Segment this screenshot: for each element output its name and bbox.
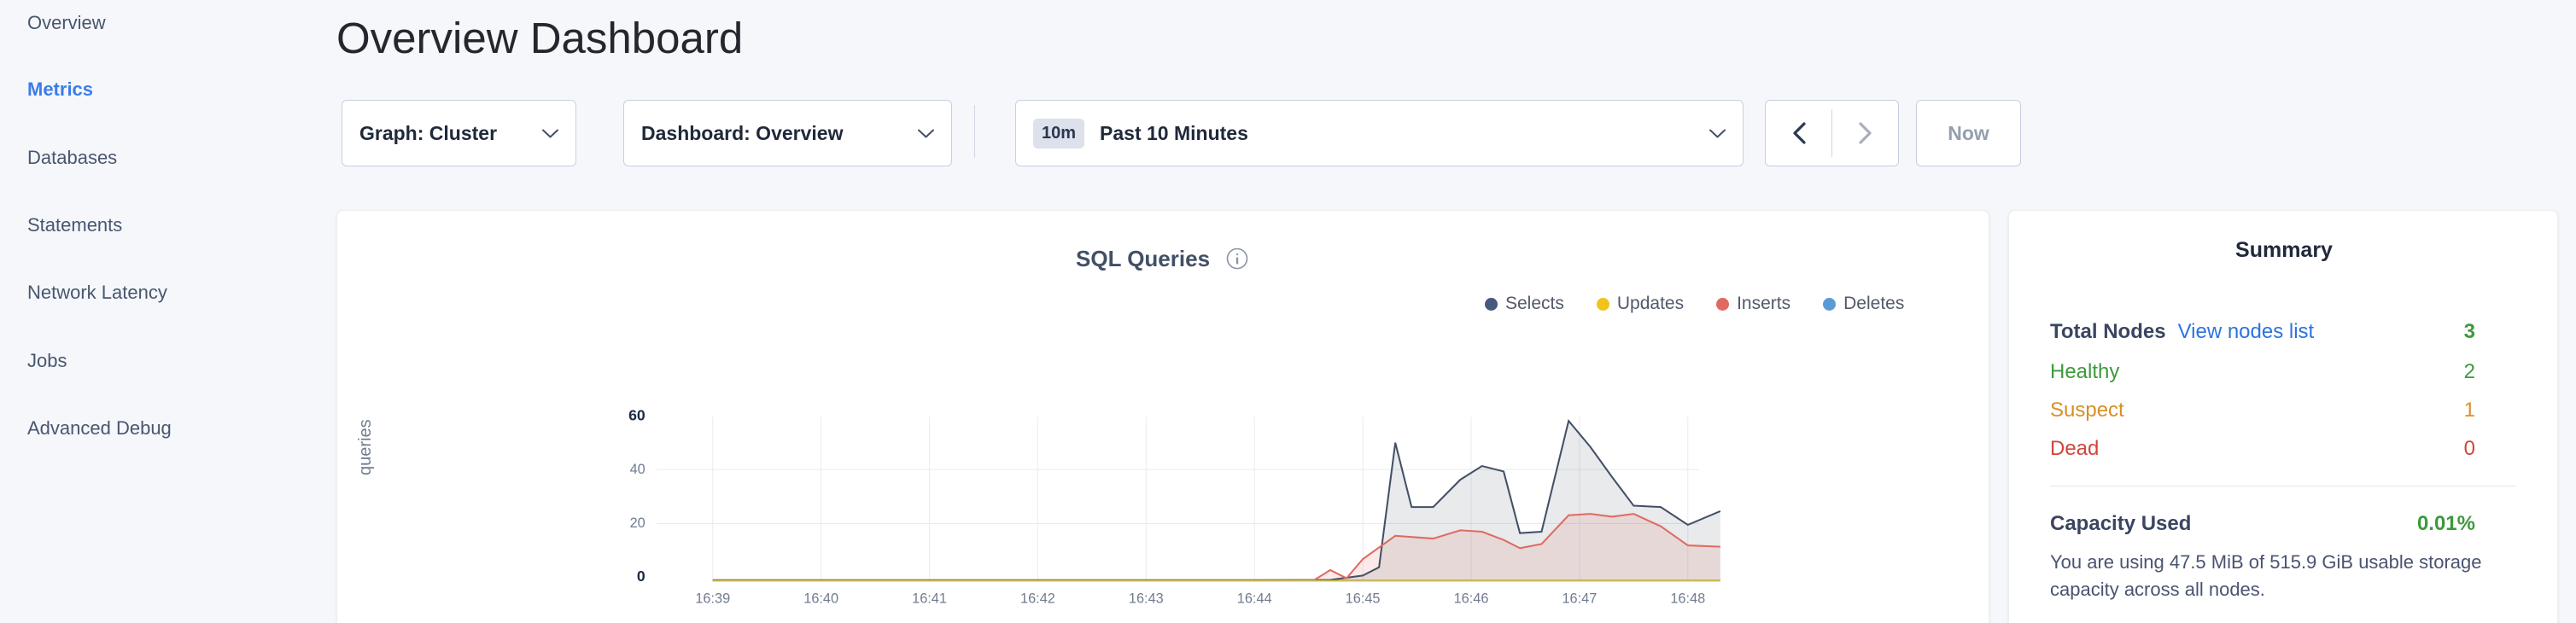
svg-text:16:41: 16:41 — [912, 591, 947, 607]
svg-text:16:39: 16:39 — [695, 591, 730, 607]
svg-text:16:46: 16:46 — [1454, 591, 1489, 607]
svg-text:16:45: 16:45 — [1346, 591, 1381, 607]
svg-text:60: 60 — [628, 406, 645, 423]
svg-text:16:43: 16:43 — [1129, 591, 1164, 607]
svg-text:40: 40 — [630, 462, 645, 477]
svg-text:16:47: 16:47 — [1562, 591, 1597, 607]
svg-text:16:48: 16:48 — [1670, 591, 1705, 607]
svg-text:0: 0 — [637, 568, 645, 585]
svg-text:16:44: 16:44 — [1237, 591, 1272, 607]
svg-text:20: 20 — [630, 515, 645, 531]
svg-text:16:42: 16:42 — [1020, 591, 1055, 607]
svg-text:16:40: 16:40 — [803, 591, 838, 607]
